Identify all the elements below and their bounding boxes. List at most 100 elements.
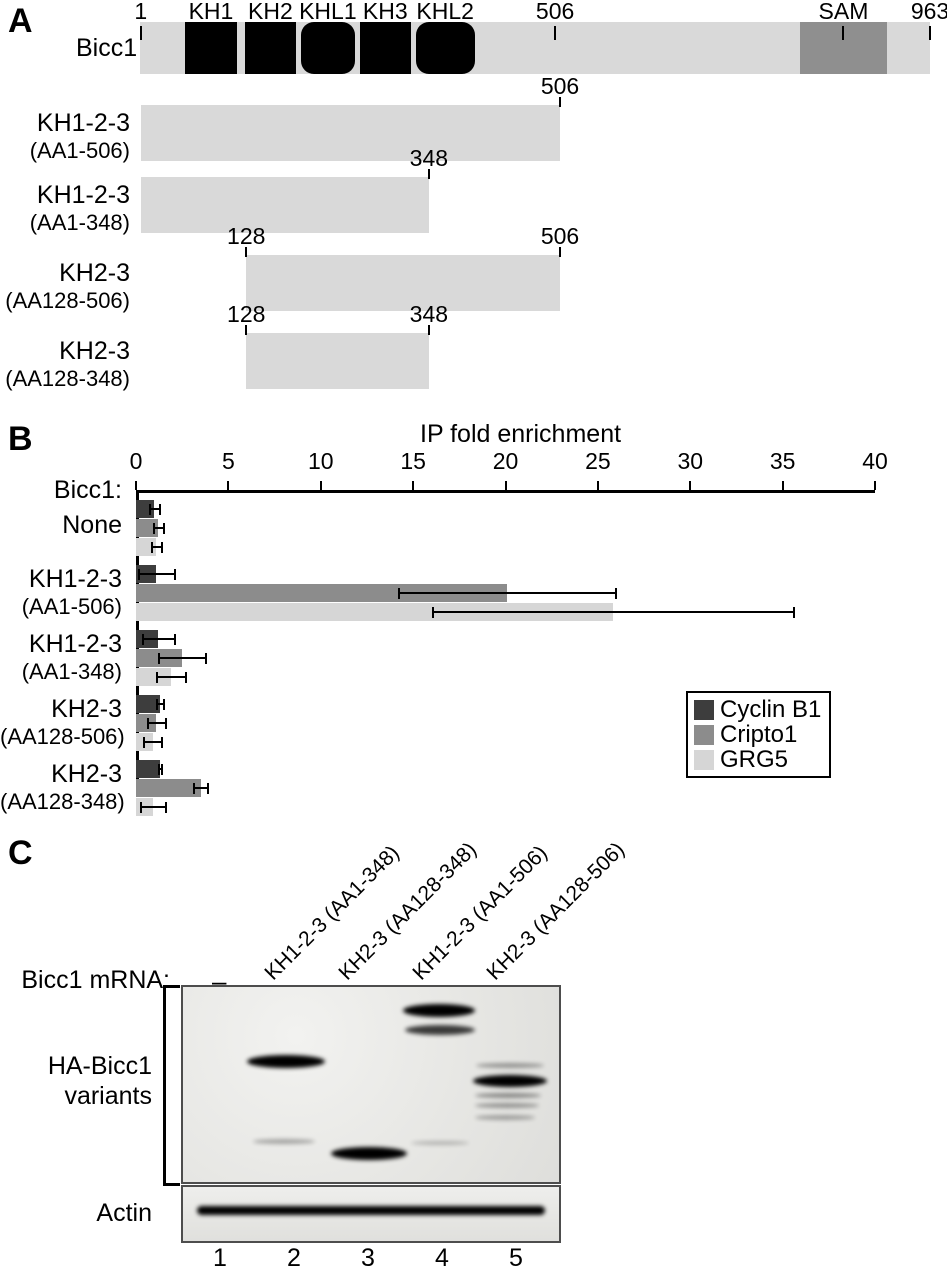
error-cap-0-1-hi: [162, 522, 165, 534]
construct-name-0: KH1-2-3: [36, 109, 130, 137]
bar-4-0: [136, 760, 161, 778]
construct-range-1: (AA1-348): [29, 210, 130, 235]
x-tick-0: [135, 481, 137, 490]
bar-category-name-1: KH1-2-3: [28, 565, 122, 593]
construct-range-2: (AA128-506): [5, 288, 130, 313]
x-tick-label-5: 5: [221, 448, 235, 474]
error-cap-1-0-lo: [137, 568, 140, 580]
error-cap-3-0-lo: [156, 698, 159, 710]
x-tick-label-40: 40: [862, 448, 888, 474]
error-bar-0-1: [152, 527, 164, 529]
blot-band-lane3-2: [331, 1147, 407, 1160]
error-cap-1-1-hi: [615, 587, 618, 599]
bar-2-2: [136, 668, 172, 686]
error-cap-4-1-hi: [207, 782, 210, 794]
error-bar-3-0: [156, 703, 164, 705]
x-tick-label-35: 35: [769, 448, 796, 474]
panel-b: B IP fold enrichment Bicc1: 0 5 10 15 20 25 30…: [0, 412, 947, 816]
blot-band-lane4-5: [411, 1141, 469, 1145]
error-cap-1-2-lo: [431, 606, 434, 618]
axis-caption: Bicc1:: [53, 476, 122, 504]
legend-item-1: Cripto1: [694, 722, 821, 747]
construct-0-right-tick: [559, 97, 561, 107]
ha-bicc1-label-line1: HA-Bicc1: [47, 1052, 152, 1080]
construct-range-3: (AA128-348): [5, 366, 130, 391]
panel-a-letter: A: [8, 2, 33, 40]
actin-label: Actin: [96, 1199, 152, 1227]
protein-pos-tick-start: [139, 26, 142, 40]
error-bar-4-1: [193, 787, 209, 789]
x-tick-label-10: 10: [307, 448, 334, 474]
lane-label-2: KH2-3 (AA128-348): [334, 838, 482, 985]
domain-tick-khl1: [326, 26, 329, 40]
domain-label-sam: SAM: [818, 0, 869, 24]
domain-label-kh2: KH2: [248, 0, 293, 24]
construct-name-1: KH1-2-3: [36, 181, 130, 209]
error-bar-4-2: [139, 806, 166, 808]
construct-3-left-tick: [245, 325, 248, 335]
error-bar-1-0: [137, 573, 175, 575]
blot-band-lane4-3: [403, 1004, 475, 1017]
error-bar-2-0: [141, 638, 175, 640]
domain-label-khl2: KHL2: [416, 0, 474, 24]
x-tick-25: [596, 481, 599, 490]
construct-2-left-tick: [245, 247, 248, 257]
lane-number-4: 4: [435, 1244, 449, 1272]
bar-category-range-1: (AA1-506): [21, 594, 122, 619]
protein-pos-label-start: 1: [134, 0, 148, 24]
bar-category-name-0: None: [62, 511, 122, 539]
domain-tick-kh1: [209, 26, 212, 40]
construct-name-2: KH2-3: [59, 259, 130, 287]
error-cap-0-0-lo: [148, 503, 151, 515]
x-tick-40: [874, 481, 876, 490]
error-cap-0-2-lo: [150, 541, 153, 553]
x-tick-label-20: 20: [492, 448, 519, 474]
error-cap-3-1-lo: [147, 717, 150, 729]
construct-2-right-pos: 506: [540, 223, 580, 249]
legend-swatch-icon-2: [694, 749, 714, 770]
bar-3-1: [136, 714, 157, 732]
construct-0-right-pos: 506: [540, 73, 580, 99]
lane-label-1: KH1-2-3 (AA1-348): [260, 841, 404, 985]
construct-bar-1: [140, 177, 429, 233]
bicc1-label: Bicc1: [76, 34, 138, 62]
error-cap-0-0-hi: [159, 503, 162, 515]
construct-name-3: KH2-3: [59, 337, 130, 365]
error-cap-1-2-hi: [792, 606, 795, 618]
legend-swatch-icon-1: [694, 724, 714, 745]
error-bar-0-0: [148, 508, 160, 510]
bar-category-name-3: KH2-3: [51, 695, 122, 723]
blot-band-lane5-7: [476, 1063, 544, 1068]
domain-tick-kh2: [269, 26, 272, 40]
construct-3-right-pos: 348: [409, 301, 449, 327]
x-tick-label-15: 15: [400, 448, 426, 474]
blot-band-lane4-4: [405, 1025, 475, 1035]
bar-category-range-4: (AA128-348): [0, 789, 125, 814]
protein-pos-tick-mid: [554, 26, 557, 40]
blot-band-lane5-9: [475, 1103, 539, 1108]
bicc1-mrna-label: Bicc1 mRNA:: [21, 966, 170, 994]
x-tick-10: [319, 481, 322, 490]
x-tick-label-25: 25: [585, 448, 611, 474]
error-cap-4-2-hi: [164, 801, 167, 813]
error-cap-2-1-lo: [158, 652, 161, 664]
domain-label-khl1: KHL1: [299, 0, 357, 24]
x-tick-label-30: 30: [677, 448, 704, 474]
chart-legend: Cyclin B1 Cripto1 GRG5: [686, 691, 832, 778]
lane-label-3: KH1-2-3 (AA1-506): [408, 841, 552, 985]
error-cap-3-2-hi: [160, 736, 163, 748]
lane-label-4: KH2-3 (AA128-506): [482, 838, 630, 985]
legend-label-1: Cripto1: [720, 720, 798, 748]
error-cap-2-0-lo: [141, 633, 144, 645]
error-bar-3-1: [147, 722, 166, 724]
legend-item-0: Cyclin B1: [694, 697, 821, 722]
error-cap-4-1-lo: [193, 782, 196, 794]
error-cap-0-1-lo: [152, 522, 155, 534]
blot-band-lane5-10: [475, 1115, 535, 1120]
construct-bar-2: [246, 255, 560, 311]
legend-item-2: GRG5: [694, 747, 821, 772]
x-tick-label-0: 0: [129, 448, 143, 474]
x-tick-5: [227, 481, 230, 490]
x-axis-line: [136, 490, 875, 493]
error-bar-2-1: [158, 657, 207, 659]
